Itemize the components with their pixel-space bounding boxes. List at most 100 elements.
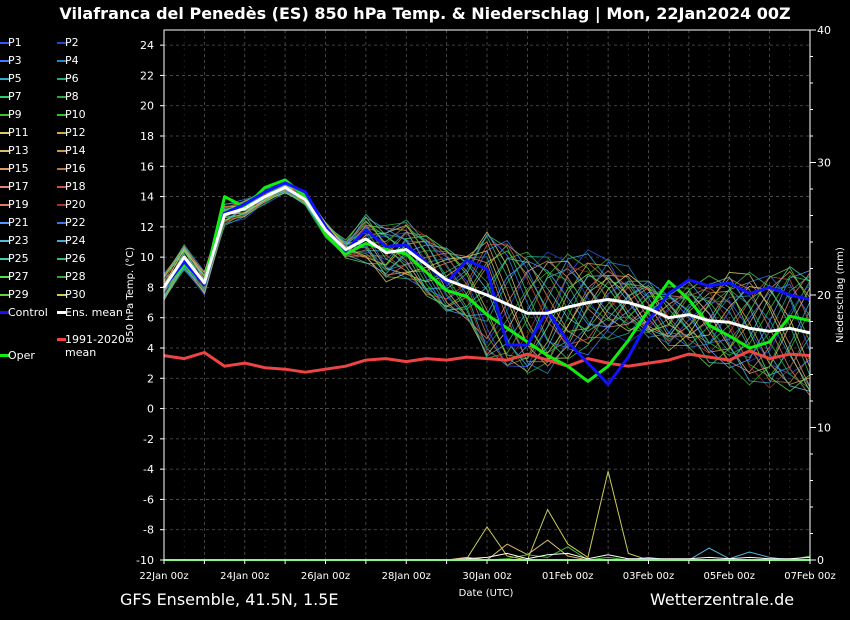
legend-swatch [0, 294, 9, 296]
legend-label-line2: mean [65, 346, 97, 359]
axes: -10-8-6-4-202468101214161820222401020304… [136, 24, 836, 582]
legend-swatch [57, 338, 66, 341]
legend-swatch [57, 42, 66, 44]
y-tick-label: 0 [147, 403, 154, 416]
y-tick-label: 18 [140, 130, 154, 143]
legend-swatch [0, 186, 9, 188]
legend-swatch [0, 258, 9, 260]
y2-tick-label: 40 [817, 24, 831, 37]
y-tick-label: 20 [140, 100, 154, 113]
chart-title: Vilafranca del Penedès (ES) 850 hPa Temp… [59, 4, 791, 23]
legend-swatch [0, 222, 9, 224]
y-tick-label: 6 [147, 312, 154, 325]
legend-label: P30 [65, 288, 86, 301]
legend-swatch [0, 240, 9, 242]
y-axis-label: 850 hPa Temp. (°C) [125, 247, 136, 343]
legend-swatch [0, 78, 9, 80]
legend-swatch [0, 60, 9, 62]
y-tick-label: 8 [147, 281, 154, 294]
legend-label: P24 [65, 234, 86, 247]
legend-swatch [0, 114, 9, 116]
model-info: GFS Ensemble, 41.5N, 1.5E [120, 590, 339, 609]
legend-label: P14 [65, 144, 86, 157]
legend-swatch [0, 276, 9, 278]
legend-label: P29 [8, 288, 29, 301]
legend-label: P20 [65, 198, 86, 211]
series-line-oper [162, 178, 811, 383]
legend-swatch [0, 132, 9, 134]
y2-tick-label: 20 [817, 289, 831, 302]
legend-label: P22 [65, 216, 86, 229]
y-tick-label: -4 [143, 463, 154, 476]
main-lines [162, 178, 811, 386]
y2-tick-label: 0 [817, 554, 824, 567]
y-tick-label: -8 [143, 524, 154, 537]
legend-swatch [57, 222, 66, 224]
x-tick-label: 28Jan 00z [382, 571, 431, 582]
legend-label: P9 [8, 108, 22, 121]
legend-swatch [0, 204, 9, 206]
y-tick-label: 2 [147, 372, 154, 385]
legend-label: P4 [65, 54, 79, 67]
member-line-p1 [163, 184, 811, 375]
legend-label: P18 [65, 180, 86, 193]
x-axis-label: Date (UTC) [459, 588, 514, 599]
y2-tick-label: 30 [817, 157, 831, 170]
legend-swatch [57, 240, 66, 242]
y-tick-label: -2 [143, 433, 154, 446]
series-line-control [162, 181, 811, 386]
legend-label: P7 [8, 90, 22, 103]
y-tick-label: 10 [140, 251, 154, 264]
member-line-p29 [163, 192, 811, 368]
legend-label: P2 [65, 36, 79, 49]
legend-label: P17 [8, 180, 29, 193]
legend-swatch [57, 186, 66, 188]
legend-label: P11 [8, 126, 29, 139]
y2-tick-label: 10 [817, 422, 831, 435]
x-tick-label: 30Jan 00z [462, 571, 511, 582]
legend-label: P21 [8, 216, 29, 229]
legend-swatch [57, 276, 66, 278]
legend-label: P10 [65, 108, 86, 121]
y-tick-label: 14 [140, 191, 154, 204]
legend-swatch [57, 132, 66, 134]
legend-label: P27 [8, 270, 29, 283]
x-tick-label: 01Feb 00z [542, 571, 594, 582]
legend-label: Control [8, 306, 48, 319]
y-tick-label: 24 [140, 39, 154, 52]
y2-axis-label: Niederschlag (mm) [835, 247, 846, 343]
legend-label: P12 [65, 126, 86, 139]
member-line-p4 [163, 192, 811, 388]
legend-swatch [57, 114, 66, 116]
legend-swatch [57, 150, 66, 152]
y-tick-label: 16 [140, 160, 154, 173]
x-tick-label: 05Feb 00z [703, 571, 755, 582]
x-tick-label: 03Feb 00z [623, 571, 675, 582]
series-line-ens-mean [162, 186, 811, 335]
legend-label: P16 [65, 162, 86, 175]
legend-label: P3 [8, 54, 22, 67]
legend-label: P28 [65, 270, 86, 283]
legend-label: P15 [8, 162, 29, 175]
legend-swatch [57, 60, 66, 62]
legend-swatch [57, 168, 66, 170]
legend-swatch [57, 78, 66, 80]
legend-swatch [0, 311, 9, 314]
legend-swatch [0, 168, 9, 170]
legend-label: P25 [8, 252, 29, 265]
legend-swatch [57, 311, 66, 314]
legend-swatch [0, 150, 9, 152]
legend-swatch [57, 258, 66, 260]
site-credit: Wetterzentrale.de [650, 590, 795, 609]
legend-label: P19 [8, 198, 29, 211]
x-tick-label: 24Jan 00z [220, 571, 269, 582]
y-tick-label: 22 [140, 69, 154, 82]
legend-label: P5 [8, 72, 22, 85]
legend-label: Ens. mean [65, 306, 123, 319]
legend-swatch [57, 294, 66, 296]
legend-swatch [57, 96, 66, 98]
legend-swatch [0, 354, 9, 357]
legend-label: P23 [8, 234, 29, 247]
member-line-p30 [163, 185, 811, 392]
